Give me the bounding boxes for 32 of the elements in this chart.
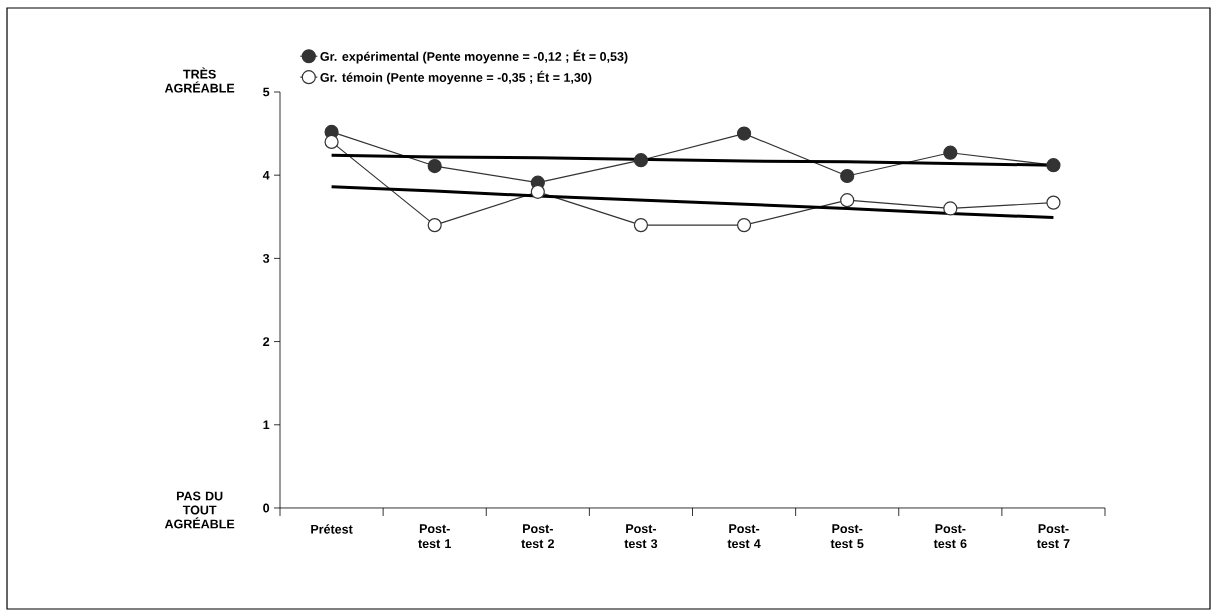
point	[736, 218, 752, 233]
point	[633, 218, 649, 233]
x-tick-label: Post-test 7	[1036, 524, 1070, 549]
legend-label: Gr. témoin (Pente moyenne = -0,35 ; Ét = 1,30)	[320, 70, 592, 85]
x-tick-label: Post-test 1	[418, 524, 452, 549]
x-tick-label: Post-test 2	[521, 524, 554, 549]
y-tick-label: 5	[263, 87, 270, 97]
point	[1046, 195, 1061, 210]
point	[633, 153, 649, 168]
legend-label: Gr. expérimental (Pente moyenne = -0,12 ; Ét = 0,53)	[320, 49, 628, 64]
x-tick-label: Post-test 6	[933, 524, 967, 549]
point	[840, 193, 855, 208]
x-tick-label: Post-test 4	[727, 524, 761, 549]
y-tick-label: 1	[263, 420, 270, 430]
point	[943, 145, 958, 160]
y-tick-label: 4	[262, 170, 270, 180]
point	[324, 134, 339, 149]
text: PAS DU TOUT AGRÉABLE	[164, 491, 235, 529]
point	[530, 184, 545, 199]
text: TRÈS AGRÉABLE	[164, 67, 235, 93]
x-tick-label: Post-test 3	[624, 524, 658, 549]
point	[1046, 158, 1061, 173]
y-tick-label: 2	[263, 337, 270, 346]
point	[736, 126, 752, 141]
y-tick-label: 3	[262, 253, 270, 263]
point	[943, 201, 958, 216]
point	[427, 158, 442, 174]
y-tick-label: 0	[263, 503, 270, 513]
x-tick-label: Post-test 5	[830, 524, 864, 549]
x-tick-label: Prétest	[311, 524, 353, 534]
point	[840, 168, 855, 184]
point	[427, 218, 442, 233]
